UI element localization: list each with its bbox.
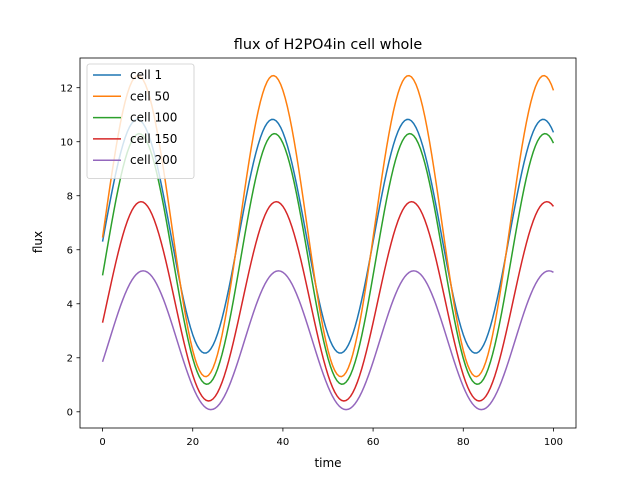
legend-label-4: cell 150 xyxy=(130,132,177,146)
x-tick-label-20: 20 xyxy=(186,437,199,448)
legend-label-5: cell 200 xyxy=(130,153,177,167)
legend-label-3: cell 100 xyxy=(130,111,177,125)
y-tick-label-2: 2 xyxy=(67,353,73,364)
x-axis: 0 20 40 60 80 100 xyxy=(99,428,563,448)
x-tick-label-0: 0 xyxy=(99,437,105,448)
x-tick-label-60: 60 xyxy=(367,437,380,448)
y-tick-label-10: 10 xyxy=(60,137,73,148)
x-tick-label-40: 40 xyxy=(277,437,290,448)
legend-label-2: cell 50 xyxy=(130,89,170,103)
series-line-3 xyxy=(101,132,555,385)
y-tick-label-6: 6 xyxy=(67,245,73,256)
y-axis: 0 2 4 6 8 10 12 xyxy=(60,83,80,418)
y-tick-label-0: 0 xyxy=(67,407,73,418)
series-line-4 xyxy=(101,200,555,402)
x-tick-label-100: 100 xyxy=(544,437,563,448)
legend-box xyxy=(86,63,195,179)
plot-area xyxy=(101,74,555,411)
y-axis-label: flux xyxy=(31,231,45,253)
chart-title: flux of H2PO4in cell whole xyxy=(234,37,423,53)
y-tick-label-4: 4 xyxy=(67,299,73,310)
x-axis-label: time xyxy=(314,456,341,470)
y-tick-label-12: 12 xyxy=(60,83,73,94)
legend-label-1: cell 1 xyxy=(130,68,162,82)
legend: cell 1 cell 50 cell 100 cell 150 cell 200 xyxy=(86,63,195,179)
y-tick-label-8: 8 xyxy=(67,191,73,202)
x-tick-label-80: 80 xyxy=(457,437,470,448)
series-line-2 xyxy=(101,74,555,378)
axes-frame xyxy=(79,57,577,429)
series-line-5 xyxy=(101,270,554,411)
